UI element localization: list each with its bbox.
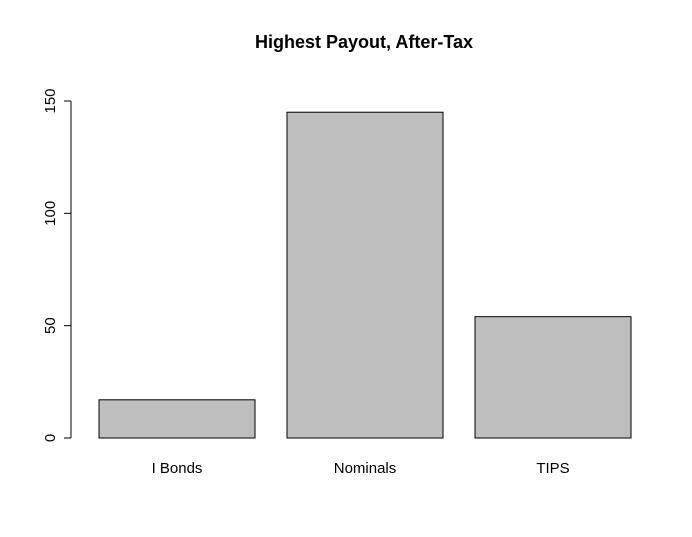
bar-i-bonds (98, 399, 256, 439)
y-tick-label: 150 (42, 88, 59, 113)
bar-nominals (286, 111, 444, 439)
x-category-label: I Bonds (152, 460, 203, 477)
y-tick-label: 100 (42, 201, 59, 226)
y-tick-label: 50 (42, 317, 59, 334)
y-axis: 0 50 100 150 (42, 88, 72, 442)
x-category-label: Nominals (334, 460, 397, 477)
bar-tips (474, 316, 632, 439)
y-tick-label: 0 (42, 434, 59, 442)
x-axis-labels: I Bonds Nominals TIPS (152, 460, 570, 477)
x-category-label: TIPS (536, 460, 569, 477)
chart-title: Highest Payout, After-Tax (255, 32, 473, 52)
bars (98, 111, 632, 439)
